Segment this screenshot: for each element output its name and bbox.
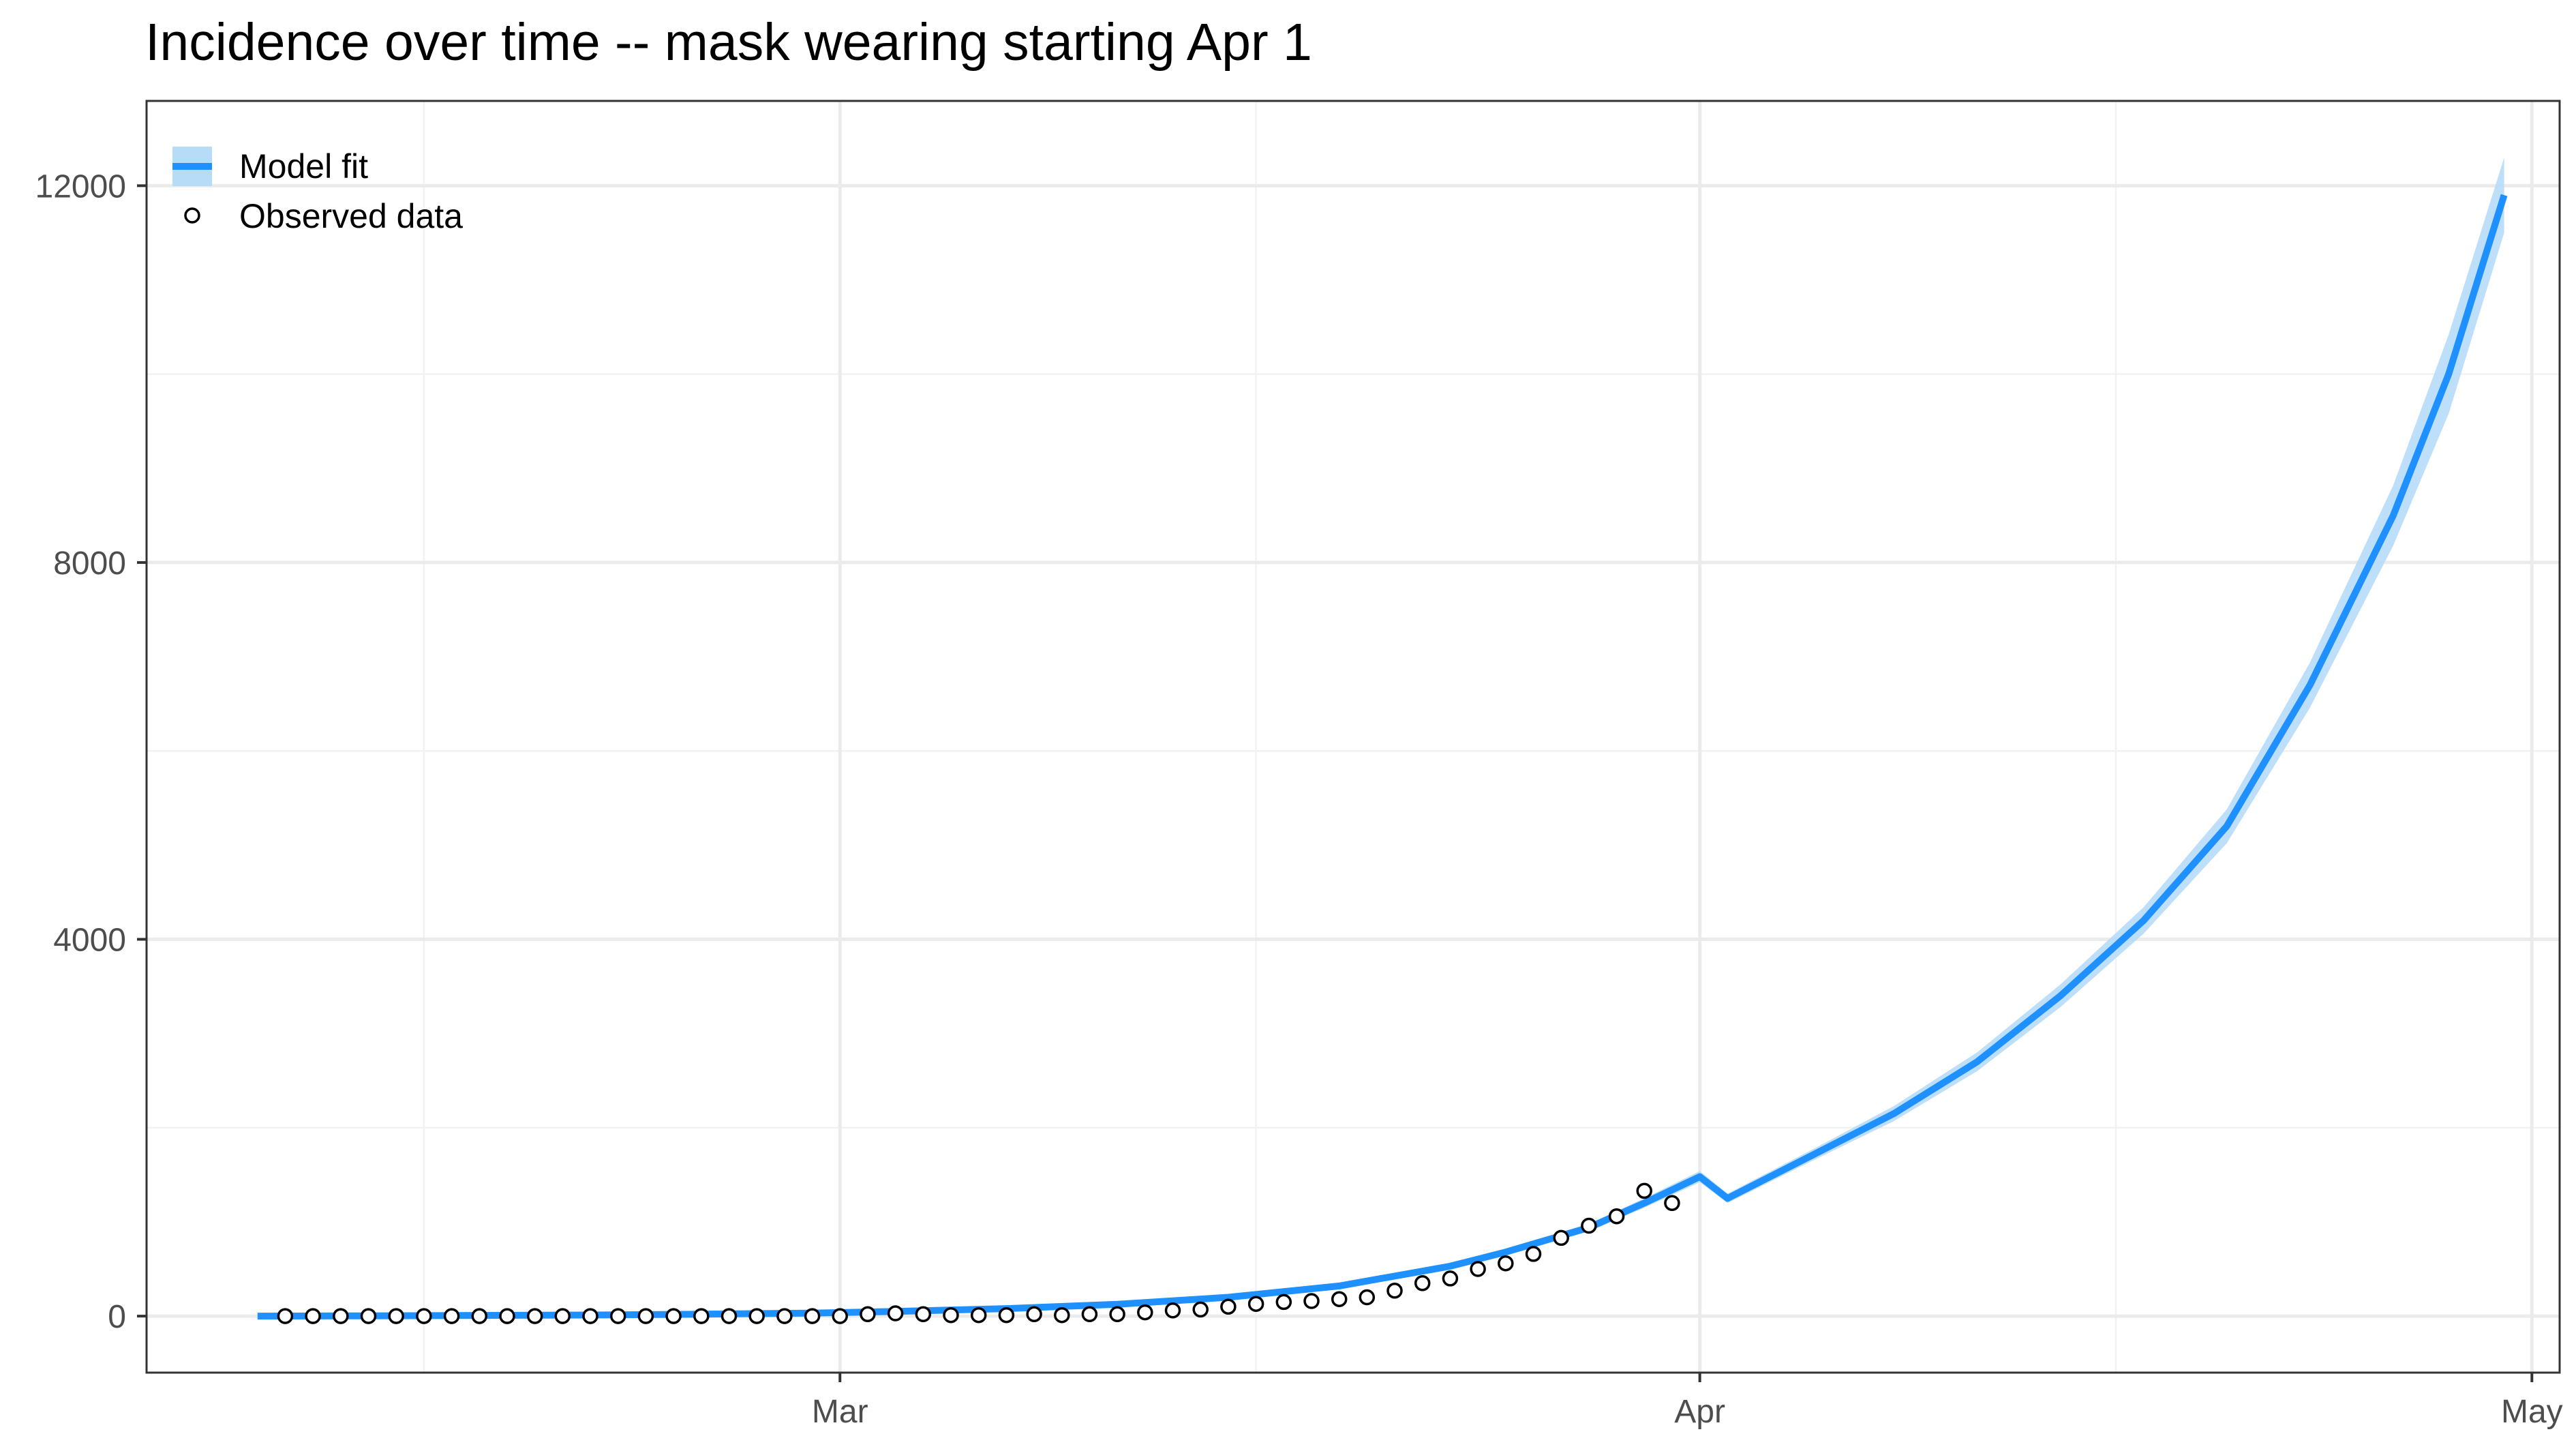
observed-data-point bbox=[277, 1308, 294, 1324]
observed-data-point bbox=[1331, 1291, 1348, 1307]
observed-data-point bbox=[1359, 1289, 1376, 1306]
observed-data-point bbox=[1137, 1304, 1153, 1321]
observed-data-point bbox=[1498, 1255, 1514, 1272]
observed-data-point bbox=[388, 1308, 404, 1324]
observed-data-point bbox=[1081, 1306, 1098, 1323]
observed-data-point bbox=[526, 1308, 543, 1324]
observed-data-point bbox=[471, 1308, 488, 1324]
observed-data-points bbox=[277, 1182, 1680, 1324]
observed-data-point bbox=[1414, 1275, 1431, 1291]
observed-data-point bbox=[554, 1308, 571, 1324]
x-axis: Mar Apr May bbox=[812, 1373, 2563, 1430]
legend: Model fit Observed data bbox=[172, 147, 463, 235]
observed-data-point bbox=[1525, 1246, 1542, 1262]
y-axis-tick-label: 0 bbox=[108, 1299, 126, 1335]
x-axis-tick-label: Mar bbox=[812, 1394, 868, 1430]
observed-data-point bbox=[582, 1308, 598, 1324]
legend-label-observed-data: Observed data bbox=[239, 197, 463, 235]
observed-data-point bbox=[1608, 1208, 1625, 1225]
observed-data-point bbox=[970, 1306, 987, 1324]
observed-data-point bbox=[832, 1308, 848, 1324]
observed-data-point bbox=[1026, 1306, 1042, 1323]
observed-data-point bbox=[1387, 1283, 1403, 1299]
chart-title: Incidence over time -- mask wearing star… bbox=[145, 13, 1312, 72]
observed-data-point bbox=[1442, 1270, 1459, 1287]
observed-data-point bbox=[1275, 1294, 1292, 1311]
observed-data-point bbox=[443, 1308, 460, 1324]
observed-data-point bbox=[1636, 1182, 1652, 1199]
observed-data-point bbox=[1581, 1217, 1597, 1234]
y-axis-tick-label: 4000 bbox=[53, 923, 126, 959]
legend-label-model-fit: Model fit bbox=[239, 147, 368, 185]
legend-point-swatch bbox=[184, 207, 200, 224]
observed-data-point bbox=[748, 1308, 765, 1324]
major-gridlines bbox=[147, 101, 2560, 1373]
observed-data-point bbox=[860, 1306, 876, 1323]
y-axis-tick-label: 8000 bbox=[53, 546, 126, 582]
observed-data-point bbox=[333, 1308, 349, 1324]
observed-data-point bbox=[1054, 1306, 1070, 1324]
observed-data-point bbox=[1164, 1302, 1181, 1319]
x-axis-tick-label: May bbox=[2501, 1394, 2563, 1430]
minor-gridlines bbox=[147, 101, 2560, 1373]
observed-data-point bbox=[1303, 1293, 1320, 1309]
x-axis-tick-label: Apr bbox=[1674, 1394, 1725, 1430]
observed-data-point bbox=[1470, 1261, 1486, 1277]
observed-data-point bbox=[637, 1308, 654, 1324]
observed-data-point bbox=[804, 1308, 821, 1324]
observed-data-point bbox=[887, 1305, 904, 1321]
observed-data-point bbox=[609, 1308, 626, 1324]
observed-data-point bbox=[360, 1308, 377, 1324]
observed-data-point bbox=[943, 1306, 959, 1324]
y-axis-tick-label: 12000 bbox=[35, 168, 126, 205]
observed-data-point bbox=[1220, 1298, 1237, 1315]
observed-data-point bbox=[1664, 1195, 1680, 1212]
plot-panel-border bbox=[145, 100, 2561, 1374]
observed-data-point bbox=[1192, 1301, 1209, 1318]
observed-data-point bbox=[998, 1306, 1015, 1324]
observed-data-point bbox=[693, 1308, 710, 1324]
observed-data-point bbox=[1109, 1306, 1125, 1323]
observed-data-point bbox=[416, 1308, 432, 1324]
observed-data-point bbox=[499, 1308, 515, 1324]
observed-data-point bbox=[776, 1308, 793, 1324]
y-axis: 0 4000 8000 12000 bbox=[35, 168, 147, 1335]
observed-data-point bbox=[665, 1308, 682, 1324]
observed-data-point bbox=[721, 1308, 738, 1324]
observed-data-point bbox=[1553, 1229, 1569, 1246]
observed-data-point bbox=[915, 1306, 932, 1323]
observed-data-point bbox=[305, 1308, 321, 1324]
observed-data-point bbox=[1247, 1296, 1264, 1312]
